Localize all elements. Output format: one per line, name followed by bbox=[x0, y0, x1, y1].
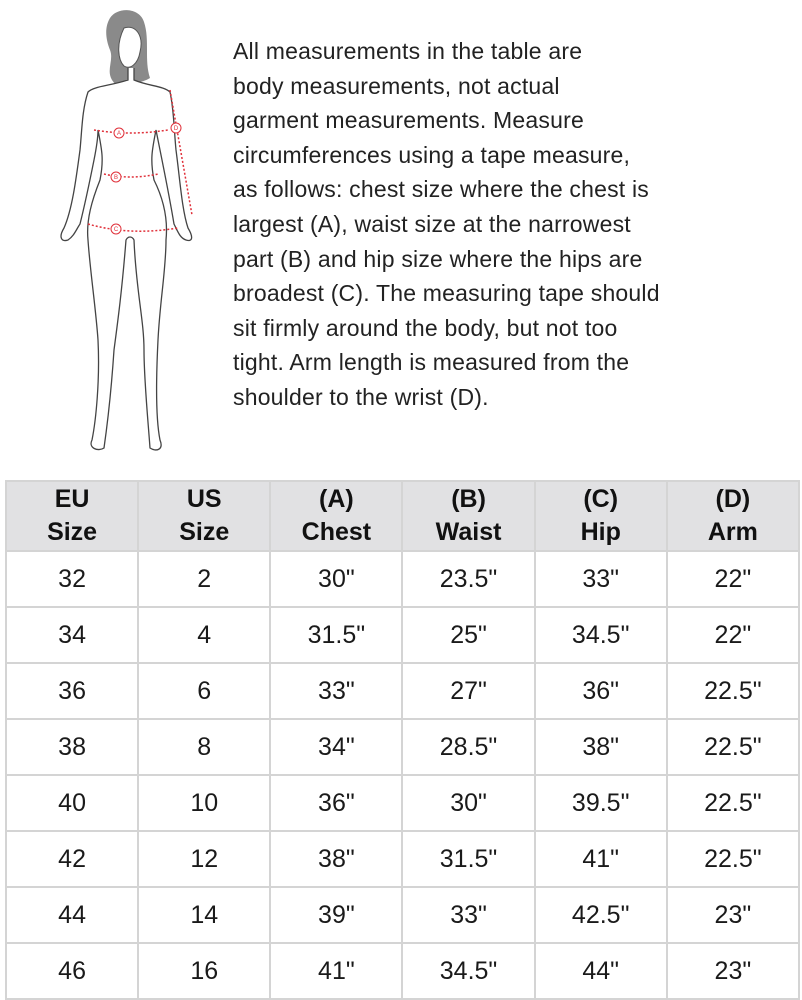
table-cell: 46 bbox=[4, 942, 140, 1000]
column-header-line: (C) bbox=[583, 485, 619, 513]
table-cell: 33" bbox=[269, 662, 404, 720]
table-cell: 22.5" bbox=[665, 662, 801, 720]
instruction-line: shoulder to the wrist (D). bbox=[233, 383, 489, 410]
table-cell: 23" bbox=[665, 886, 801, 944]
table-cell: 40 bbox=[4, 774, 140, 832]
column-header-line: Hip bbox=[580, 518, 621, 546]
instruction-line: tight. Arm length is measured from the bbox=[233, 349, 630, 376]
table-cell: 22.5" bbox=[665, 830, 801, 888]
instruction-line: part (B) and hip size where the hips are bbox=[233, 245, 643, 272]
instruction-line: garment measurements. Measure bbox=[233, 107, 584, 134]
table-cell: 39.5" bbox=[533, 774, 668, 832]
table-cell: 4 bbox=[137, 606, 272, 664]
instruction-line: body measurements, not actual bbox=[233, 72, 560, 99]
label-a: A bbox=[117, 131, 121, 137]
table-cell: 42.5" bbox=[533, 886, 668, 944]
table-cell: 36" bbox=[269, 774, 404, 832]
table-cell: 33" bbox=[533, 550, 668, 608]
column-header-line: Size bbox=[179, 518, 230, 546]
table-cell: 12 bbox=[137, 830, 272, 888]
table-cell: 22" bbox=[665, 550, 801, 608]
column-header-line: Chest bbox=[301, 518, 372, 546]
table-cell: 14 bbox=[137, 886, 272, 944]
table-cell: 2 bbox=[137, 550, 272, 608]
instruction-line: sit firmly around the body, but not too bbox=[233, 314, 618, 341]
table-cell: 10 bbox=[137, 774, 272, 832]
column-header: EU Size bbox=[4, 480, 140, 552]
table-cell: 25" bbox=[401, 606, 536, 664]
column-header-line: (D) bbox=[715, 485, 751, 513]
column-header: (A) Chest bbox=[269, 480, 404, 552]
measurement-lines bbox=[87, 89, 193, 232]
table-cell: 38" bbox=[269, 830, 404, 888]
table-row: 32 2 30" 23.5" 33" 22" bbox=[4, 550, 801, 608]
table-cell: 34.5" bbox=[401, 942, 536, 1000]
table-cell: 42 bbox=[4, 830, 140, 888]
column-header-line: Size bbox=[47, 518, 98, 546]
column-header: (B) Waist bbox=[401, 480, 536, 552]
instruction-line: circumferences using a tape measure, bbox=[233, 141, 631, 168]
table-row: 34 4 31.5" 25" 34.5" 22" bbox=[4, 606, 801, 664]
column-header: (D) Arm bbox=[665, 480, 801, 552]
table-cell: 27" bbox=[401, 662, 536, 720]
label-c: C bbox=[114, 227, 119, 233]
label-d: D bbox=[174, 126, 179, 132]
table-cell: 31.5" bbox=[401, 830, 536, 888]
instruction-line: All measurements in the table are bbox=[233, 38, 583, 64]
table-cell: 31.5" bbox=[269, 606, 404, 664]
table-cell: 34.5" bbox=[533, 606, 668, 664]
table-cell: 44" bbox=[533, 942, 668, 1000]
size-chart-table: EU Size US Size (A) Chest (B) Waist (C) Hip (D) Arm… bbox=[4, 480, 801, 1000]
instruction-line: broadest (C). The measuring tape should bbox=[233, 280, 660, 307]
table-cell: 38 bbox=[4, 718, 140, 776]
body-outline bbox=[60, 68, 193, 451]
table-row: 42 12 38" 31.5" 41" 22.5" bbox=[4, 830, 801, 888]
table-cell: 30" bbox=[401, 774, 536, 832]
table-cell: 39" bbox=[269, 886, 404, 944]
table-cell: 28.5" bbox=[401, 718, 536, 776]
table-cell: 38" bbox=[533, 718, 668, 776]
table-cell: 41" bbox=[533, 830, 668, 888]
instruction-line: as follows: chest size where the chest i… bbox=[233, 176, 649, 203]
instruction-line: largest (A), waist size at the narrowest bbox=[233, 210, 631, 237]
measurement-instructions: All measurements in the table are body me… bbox=[233, 34, 793, 415]
table-cell: 36" bbox=[533, 662, 668, 720]
label-b: B bbox=[114, 175, 118, 181]
table-cell: 36 bbox=[4, 662, 140, 720]
column-header-line: EU bbox=[54, 485, 90, 513]
table-header-row: EU Size US Size (A) Chest (B) Waist (C) Hip (D) Arm bbox=[4, 480, 801, 552]
table-row: 40 10 36" 30" 39.5" 22.5" bbox=[4, 774, 801, 832]
table-cell: 34 bbox=[4, 606, 140, 664]
table-cell: 30" bbox=[269, 550, 404, 608]
column-header: US Size bbox=[137, 480, 272, 552]
table-row: 36 6 33" 27" 36" 22.5" bbox=[4, 662, 801, 720]
table-cell: 16 bbox=[137, 942, 272, 1000]
column-header-line: (A) bbox=[319, 485, 354, 513]
column-header-line: US bbox=[186, 485, 222, 513]
table-row: 38 8 34" 28.5" 38" 22.5" bbox=[4, 718, 801, 776]
column-header-line: Arm bbox=[707, 518, 758, 546]
table-cell: 23.5" bbox=[401, 550, 536, 608]
table-cell: 34" bbox=[269, 718, 404, 776]
table-cell: 23" bbox=[665, 942, 801, 1000]
table-cell: 6 bbox=[137, 662, 272, 720]
table-cell: 41" bbox=[269, 942, 404, 1000]
table-cell: 22.5" bbox=[665, 774, 801, 832]
table-row: 44 14 39" 33" 42.5" 23" bbox=[4, 886, 801, 944]
body-measurement-figure: A B C D bbox=[60, 10, 193, 451]
table-cell: 8 bbox=[137, 718, 272, 776]
table-cell: 22" bbox=[665, 606, 801, 664]
table-cell: 32 bbox=[4, 550, 140, 608]
column-header-line: (B) bbox=[451, 485, 486, 513]
table-cell: 33" bbox=[401, 886, 536, 944]
table-cell: 22.5" bbox=[665, 718, 801, 776]
table-cell: 44 bbox=[4, 886, 140, 944]
column-header-line: Waist bbox=[435, 518, 502, 546]
table-row: 46 16 41" 34.5" 44" 23" bbox=[4, 942, 801, 1000]
column-header: (C) Hip bbox=[533, 480, 668, 552]
